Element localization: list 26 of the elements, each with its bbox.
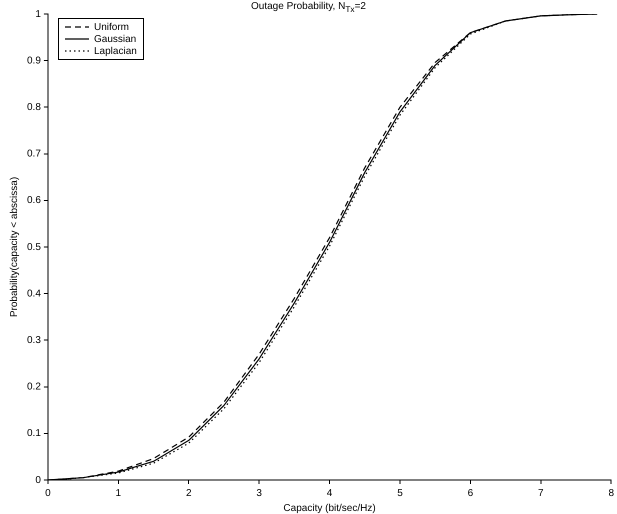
- y-tick-label: 0.6: [26, 195, 42, 206]
- x-tick-label: 8: [608, 488, 614, 499]
- x-tick-label: 2: [186, 488, 192, 499]
- y-tick-label: 0.8: [26, 102, 42, 113]
- chart-title: Outage Probability, N$_{Tx}$=2: [251, 1, 366, 14]
- x-tick-label: 0: [45, 488, 52, 499]
- x-tick-label: 4: [326, 488, 333, 499]
- y-tick-label: 0: [35, 474, 42, 486]
- y-tick-label: 0.9: [26, 55, 42, 66]
- x-tick-label: 3: [256, 488, 262, 499]
- legend-label: Gaussian: [94, 34, 136, 44]
- legend-label: Uniform: [94, 22, 130, 32]
- legend-label: Laplacian: [94, 46, 137, 56]
- y-tick-label: 0.3: [26, 334, 42, 346]
- x-tick-label: 6: [468, 488, 474, 499]
- y-tick-label: 0.7: [26, 148, 42, 160]
- x-tick-label: 5: [397, 488, 404, 499]
- y-tick-label: 1: [35, 8, 42, 20]
- y-axis-title: Probability(capacity < abscissa): [8, 176, 20, 318]
- y-tick-label: 0.2: [26, 382, 42, 393]
- y-tick-label: 0.4: [26, 288, 42, 300]
- x-axis-title: Capacity (bit/sec/Hz): [283, 502, 376, 514]
- x-tick-label: 1: [116, 488, 122, 499]
- y-tick-label: 0.1: [26, 428, 42, 440]
- x-tick-label: 7: [538, 488, 544, 499]
- y-tick-label: 0.5: [26, 242, 42, 253]
